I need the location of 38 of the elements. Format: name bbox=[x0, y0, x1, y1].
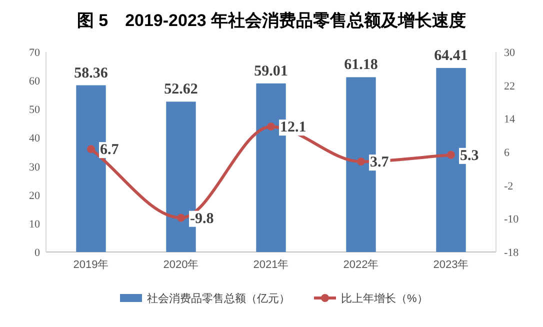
data-label: 58.36 bbox=[74, 65, 108, 82]
y2-tick-label: 6 bbox=[504, 147, 510, 159]
point bbox=[267, 122, 275, 131]
point bbox=[177, 214, 185, 222]
y-tick-label: 10 bbox=[29, 218, 40, 230]
x-tick-label: 2021年 bbox=[253, 259, 289, 271]
y2-tick-label: 14 bbox=[504, 114, 516, 126]
y2-tick-label: 30 bbox=[504, 47, 516, 59]
point bbox=[357, 158, 365, 166]
y-tick-label: 0 bbox=[34, 247, 40, 259]
y2-tick-label: 22 bbox=[504, 80, 515, 92]
data-label: 12.1 bbox=[280, 120, 306, 136]
y2-tick-label: -10 bbox=[504, 214, 520, 226]
y-tick-label: 40 bbox=[29, 132, 40, 145]
legend-label: 社会消费品零售总额（亿元） bbox=[147, 292, 290, 305]
legend-label: 比上年增长（%） bbox=[341, 292, 428, 305]
chart-title: 图 5 2019-2023 年社会消费品零售总额及增长速度 bbox=[76, 11, 466, 30]
y-tick-label: 70 bbox=[29, 47, 40, 59]
point bbox=[447, 150, 455, 159]
y-tick-label: 60 bbox=[29, 76, 40, 88]
y-tick-label: 30 bbox=[29, 161, 40, 174]
y-tick-label: 50 bbox=[29, 104, 40, 116]
point bbox=[87, 145, 95, 154]
data-label: 3.7 bbox=[370, 154, 390, 171]
data-label: -9.8 bbox=[190, 210, 214, 227]
x-tick-label: 2023年 bbox=[433, 259, 469, 271]
data-label: 64.41 bbox=[434, 48, 468, 64]
data-label: 61.18 bbox=[344, 57, 378, 74]
data-label: 6.7 bbox=[100, 142, 120, 158]
data-label: 5.3 bbox=[460, 148, 479, 164]
y2-tick-label: -2 bbox=[504, 180, 514, 192]
y-tick-label: 20 bbox=[29, 190, 40, 202]
x-tick-label: 2019年 bbox=[73, 259, 109, 271]
data-label: 59.01 bbox=[254, 63, 288, 80]
x-tick-label: 2022年 bbox=[343, 259, 379, 271]
x-tick-label: 2020年 bbox=[163, 259, 199, 271]
y2-tick-label: -18 bbox=[504, 247, 520, 259]
data-label: 52.62 bbox=[164, 82, 198, 98]
